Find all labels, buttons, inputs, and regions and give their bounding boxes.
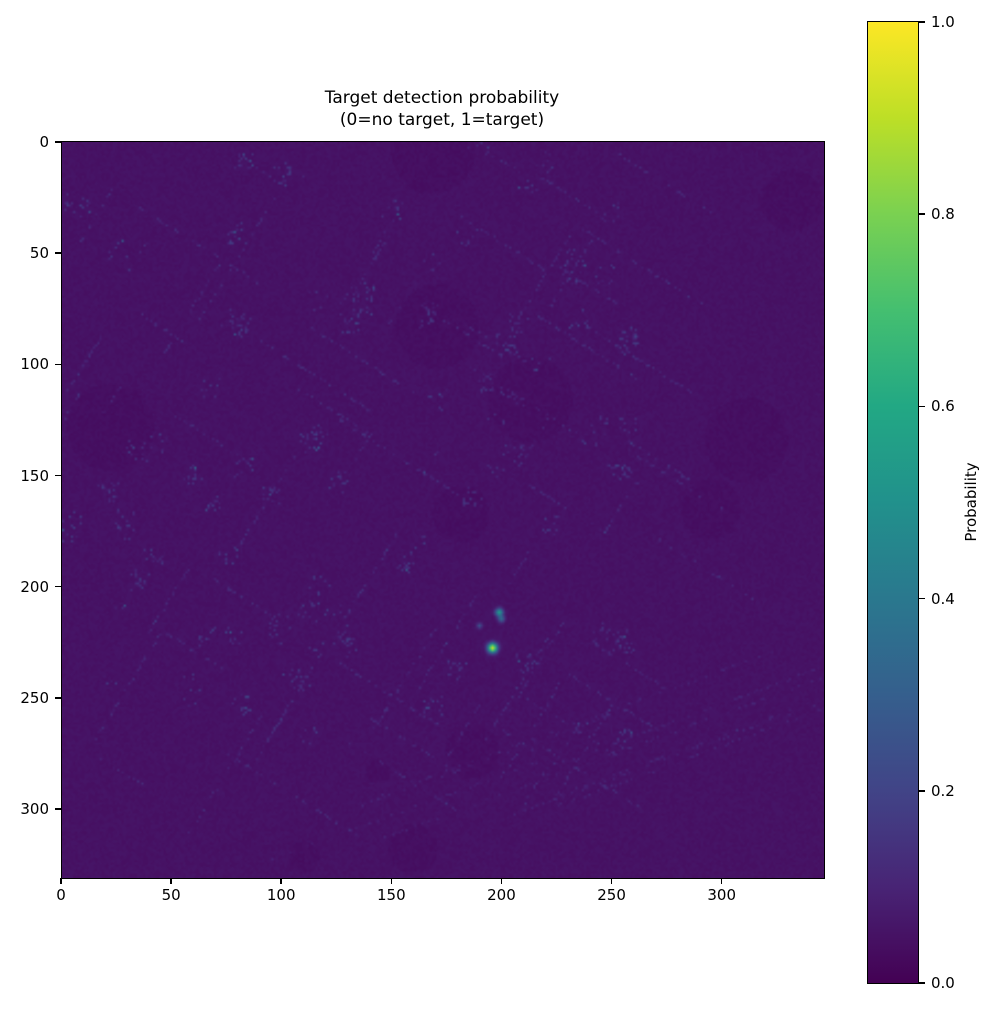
y-tick-label: 100 — [20, 355, 49, 374]
y-tick-mark — [55, 141, 61, 143]
colorbar-tick-label: 0.6 — [931, 397, 955, 416]
heatmap-canvas — [62, 142, 824, 878]
y-tick-mark — [55, 585, 61, 588]
x-tick-mark — [60, 878, 62, 884]
x-tick-mark — [500, 878, 503, 884]
y-tick-label: 50 — [29, 244, 49, 263]
y-tick-label: 300 — [20, 800, 49, 819]
x-tick-mark — [280, 878, 282, 884]
x-tick-mark — [610, 878, 613, 884]
plot-title: Target detection probability (0=no targe… — [61, 87, 823, 131]
colorbar-tick-mark — [919, 405, 925, 408]
y-tick-label: 150 — [20, 466, 49, 485]
colorbar-tick-label: 0.2 — [931, 781, 955, 800]
x-tick-label: 150 — [377, 886, 406, 904]
y-tick-label: 200 — [20, 577, 49, 596]
colorbar-tick-mark — [919, 982, 925, 984]
colorbar-tick-mark — [919, 213, 925, 215]
x-tick-mark — [170, 878, 172, 884]
y-tick-mark — [55, 808, 61, 810]
y-tick-label: 250 — [20, 688, 49, 707]
x-tick-label: 250 — [597, 886, 626, 904]
x-tick-label: 200 — [487, 886, 516, 904]
y-tick-mark — [55, 697, 61, 699]
colorbar-tick-label: 1.0 — [931, 13, 955, 31]
x-tick-mark — [720, 878, 723, 884]
colorbar-tick-label: 0.0 — [931, 974, 955, 992]
colorbar-label: Probability — [962, 462, 980, 542]
x-tick-label: 0 — [56, 886, 66, 904]
y-tick-label: 0 — [39, 133, 49, 151]
colorbar — [867, 21, 919, 984]
x-tick-mark — [390, 878, 393, 884]
plot-title-line1: Target detection probability — [324, 88, 560, 108]
y-tick-mark — [55, 474, 61, 477]
colorbar-tick-mark — [919, 21, 925, 23]
x-tick-label: 100 — [266, 886, 296, 904]
colorbar-tick-mark — [919, 790, 925, 792]
x-tick-label: 300 — [707, 886, 736, 904]
colorbar-tick-label: 0.4 — [931, 589, 955, 608]
y-tick-mark — [55, 252, 61, 254]
colorbar-tick-mark — [919, 597, 925, 600]
y-tick-mark — [55, 363, 61, 366]
x-tick-label: 50 — [161, 886, 181, 904]
heatmap-plot — [61, 141, 825, 879]
plot-title-line2: (0=no target, 1=target) — [339, 110, 545, 130]
colorbar-tick-label: 0.8 — [931, 205, 955, 224]
